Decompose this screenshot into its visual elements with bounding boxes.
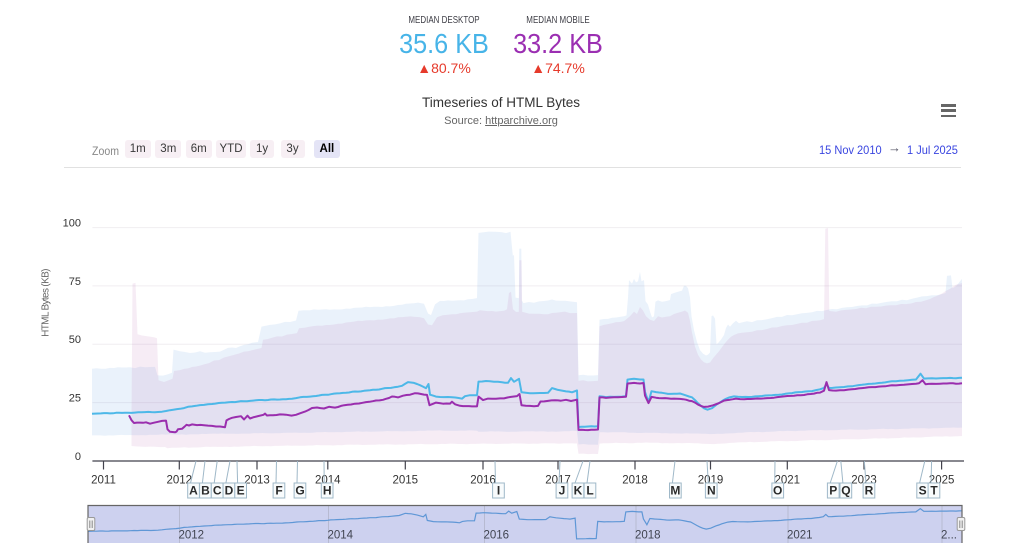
svg-text:M: M (670, 484, 680, 498)
svg-text:2021: 2021 (787, 530, 813, 542)
svg-text:25: 25 (69, 393, 81, 405)
svg-text:F: F (275, 484, 282, 498)
svg-text:2015: 2015 (393, 475, 419, 487)
svg-text:T: T (930, 484, 938, 498)
svg-text:2013: 2013 (244, 475, 270, 487)
svg-text:N: N (707, 484, 716, 498)
svg-text:R: R (865, 484, 874, 498)
svg-text:2016: 2016 (484, 530, 510, 542)
svg-text:50: 50 (69, 334, 81, 346)
svg-text:2...: 2... (941, 530, 957, 542)
svg-text:C: C (213, 484, 222, 498)
svg-text:B: B (201, 484, 210, 498)
svg-text:2016: 2016 (470, 475, 496, 487)
svg-text:D: D (225, 484, 234, 498)
svg-text:O: O (773, 484, 782, 498)
svg-text:100: 100 (63, 218, 81, 230)
svg-text:E: E (237, 484, 245, 498)
svg-text:75: 75 (69, 276, 81, 288)
svg-text:P: P (829, 484, 837, 498)
svg-text:I: I (497, 484, 500, 498)
svg-text:H: H (323, 484, 332, 498)
svg-text:2012: 2012 (167, 475, 193, 487)
svg-text:L: L (586, 484, 593, 498)
svg-text:S: S (919, 484, 927, 498)
svg-text:HTML Bytes (KB): HTML Bytes (KB) (40, 269, 51, 337)
svg-text:2018: 2018 (635, 530, 661, 542)
svg-text:K: K (574, 484, 583, 498)
svg-text:G: G (295, 484, 304, 498)
svg-text:2012: 2012 (179, 530, 205, 542)
svg-text:A: A (189, 484, 198, 498)
svg-text:2018: 2018 (622, 475, 648, 487)
svg-text:2014: 2014 (328, 530, 354, 542)
svg-text:J: J (559, 484, 566, 498)
svg-text:Q: Q (841, 484, 850, 498)
svg-text:2011: 2011 (91, 475, 116, 487)
svg-text:0: 0 (75, 451, 81, 463)
